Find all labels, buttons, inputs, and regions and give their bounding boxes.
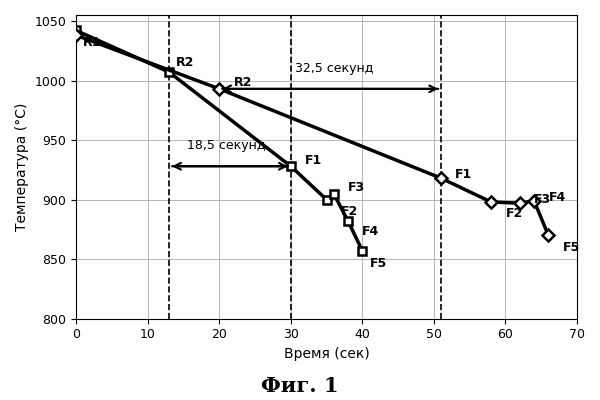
- Text: F5: F5: [563, 241, 580, 254]
- X-axis label: Время (сек): Время (сек): [284, 347, 370, 361]
- Text: F1: F1: [305, 154, 322, 167]
- Text: R2: R2: [233, 76, 252, 89]
- Text: R2: R2: [176, 56, 194, 69]
- Text: F3: F3: [534, 193, 551, 206]
- Y-axis label: Температура (°C): Температура (°C): [15, 103, 29, 231]
- Text: F5: F5: [370, 258, 387, 270]
- Text: F2: F2: [505, 208, 523, 220]
- Text: F4: F4: [548, 191, 566, 204]
- Text: F3: F3: [348, 181, 365, 194]
- Text: F2: F2: [341, 205, 358, 218]
- Text: F4: F4: [362, 225, 380, 238]
- Text: Фиг. 1: Фиг. 1: [261, 376, 339, 396]
- Text: F1: F1: [455, 168, 473, 181]
- Text: 18,5 секунд: 18,5 секунд: [187, 139, 266, 152]
- Text: R1: R1: [83, 36, 101, 49]
- Text: 32,5 секунд: 32,5 секунд: [295, 62, 373, 74]
